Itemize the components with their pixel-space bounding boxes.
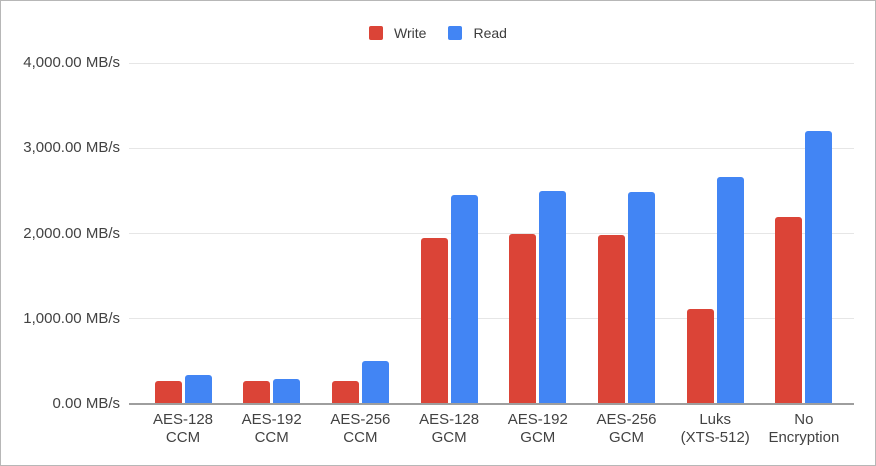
x-axis-category-label: No Encryption — [768, 411, 840, 446]
y-axis-tick-label: 3,000.00 MB/s — [23, 139, 120, 157]
bar-write — [243, 381, 271, 404]
x-axis-category-label: Luks (XTS-512) — [680, 411, 750, 446]
bar-read — [716, 177, 744, 404]
x-axis-category-label: AES-256 CCM — [330, 411, 391, 446]
x-axis-line — [129, 403, 854, 405]
bar-read — [539, 190, 567, 404]
x-axis-category-label: AES-128 CCM — [152, 411, 214, 446]
legend-label: Write — [394, 25, 427, 41]
bar-write — [686, 308, 714, 404]
bar-read — [450, 194, 478, 404]
bar-write — [331, 381, 359, 404]
bar-read — [273, 378, 301, 404]
legend-swatch-read-icon — [448, 26, 463, 40]
bar-read — [184, 375, 212, 404]
legend-label: Read — [473, 25, 507, 41]
y-axis-tick-label: 4,000.00 MB/s — [23, 54, 120, 71]
legend-item-read: Read — [448, 25, 507, 41]
bar-read — [805, 131, 833, 404]
legend-item-write: Write — [369, 25, 426, 41]
gridline-2000 — [129, 233, 854, 234]
gridline-1000 — [129, 318, 854, 320]
x-axis-category-label: AES-128 GCM — [419, 411, 480, 446]
x-axis-category-label: AES-192 GCM — [507, 411, 568, 446]
bar-write — [154, 381, 182, 404]
bar-write — [598, 234, 625, 404]
bar-read — [628, 191, 655, 404]
bar-write — [775, 216, 803, 404]
chart-legend: Write Read — [1, 25, 875, 41]
bar-write — [509, 234, 537, 404]
x-axis-category-label: AES-192 CCM — [241, 411, 302, 446]
bar-write — [420, 237, 448, 404]
y-axis-tick-label: 2,000.00 MB/s — [23, 224, 120, 242]
bar-read — [361, 360, 389, 404]
y-axis-tick-label: 1,000.00 MB/s — [23, 309, 120, 327]
y-axis-tick-label: 0.00 MB/s — [52, 395, 120, 412]
legend-swatch-write-icon — [369, 26, 384, 40]
gridline-3000 — [129, 147, 854, 149]
x-axis-category-label: AES-256 GCM — [596, 411, 657, 446]
gridline-4000 — [129, 62, 854, 64]
